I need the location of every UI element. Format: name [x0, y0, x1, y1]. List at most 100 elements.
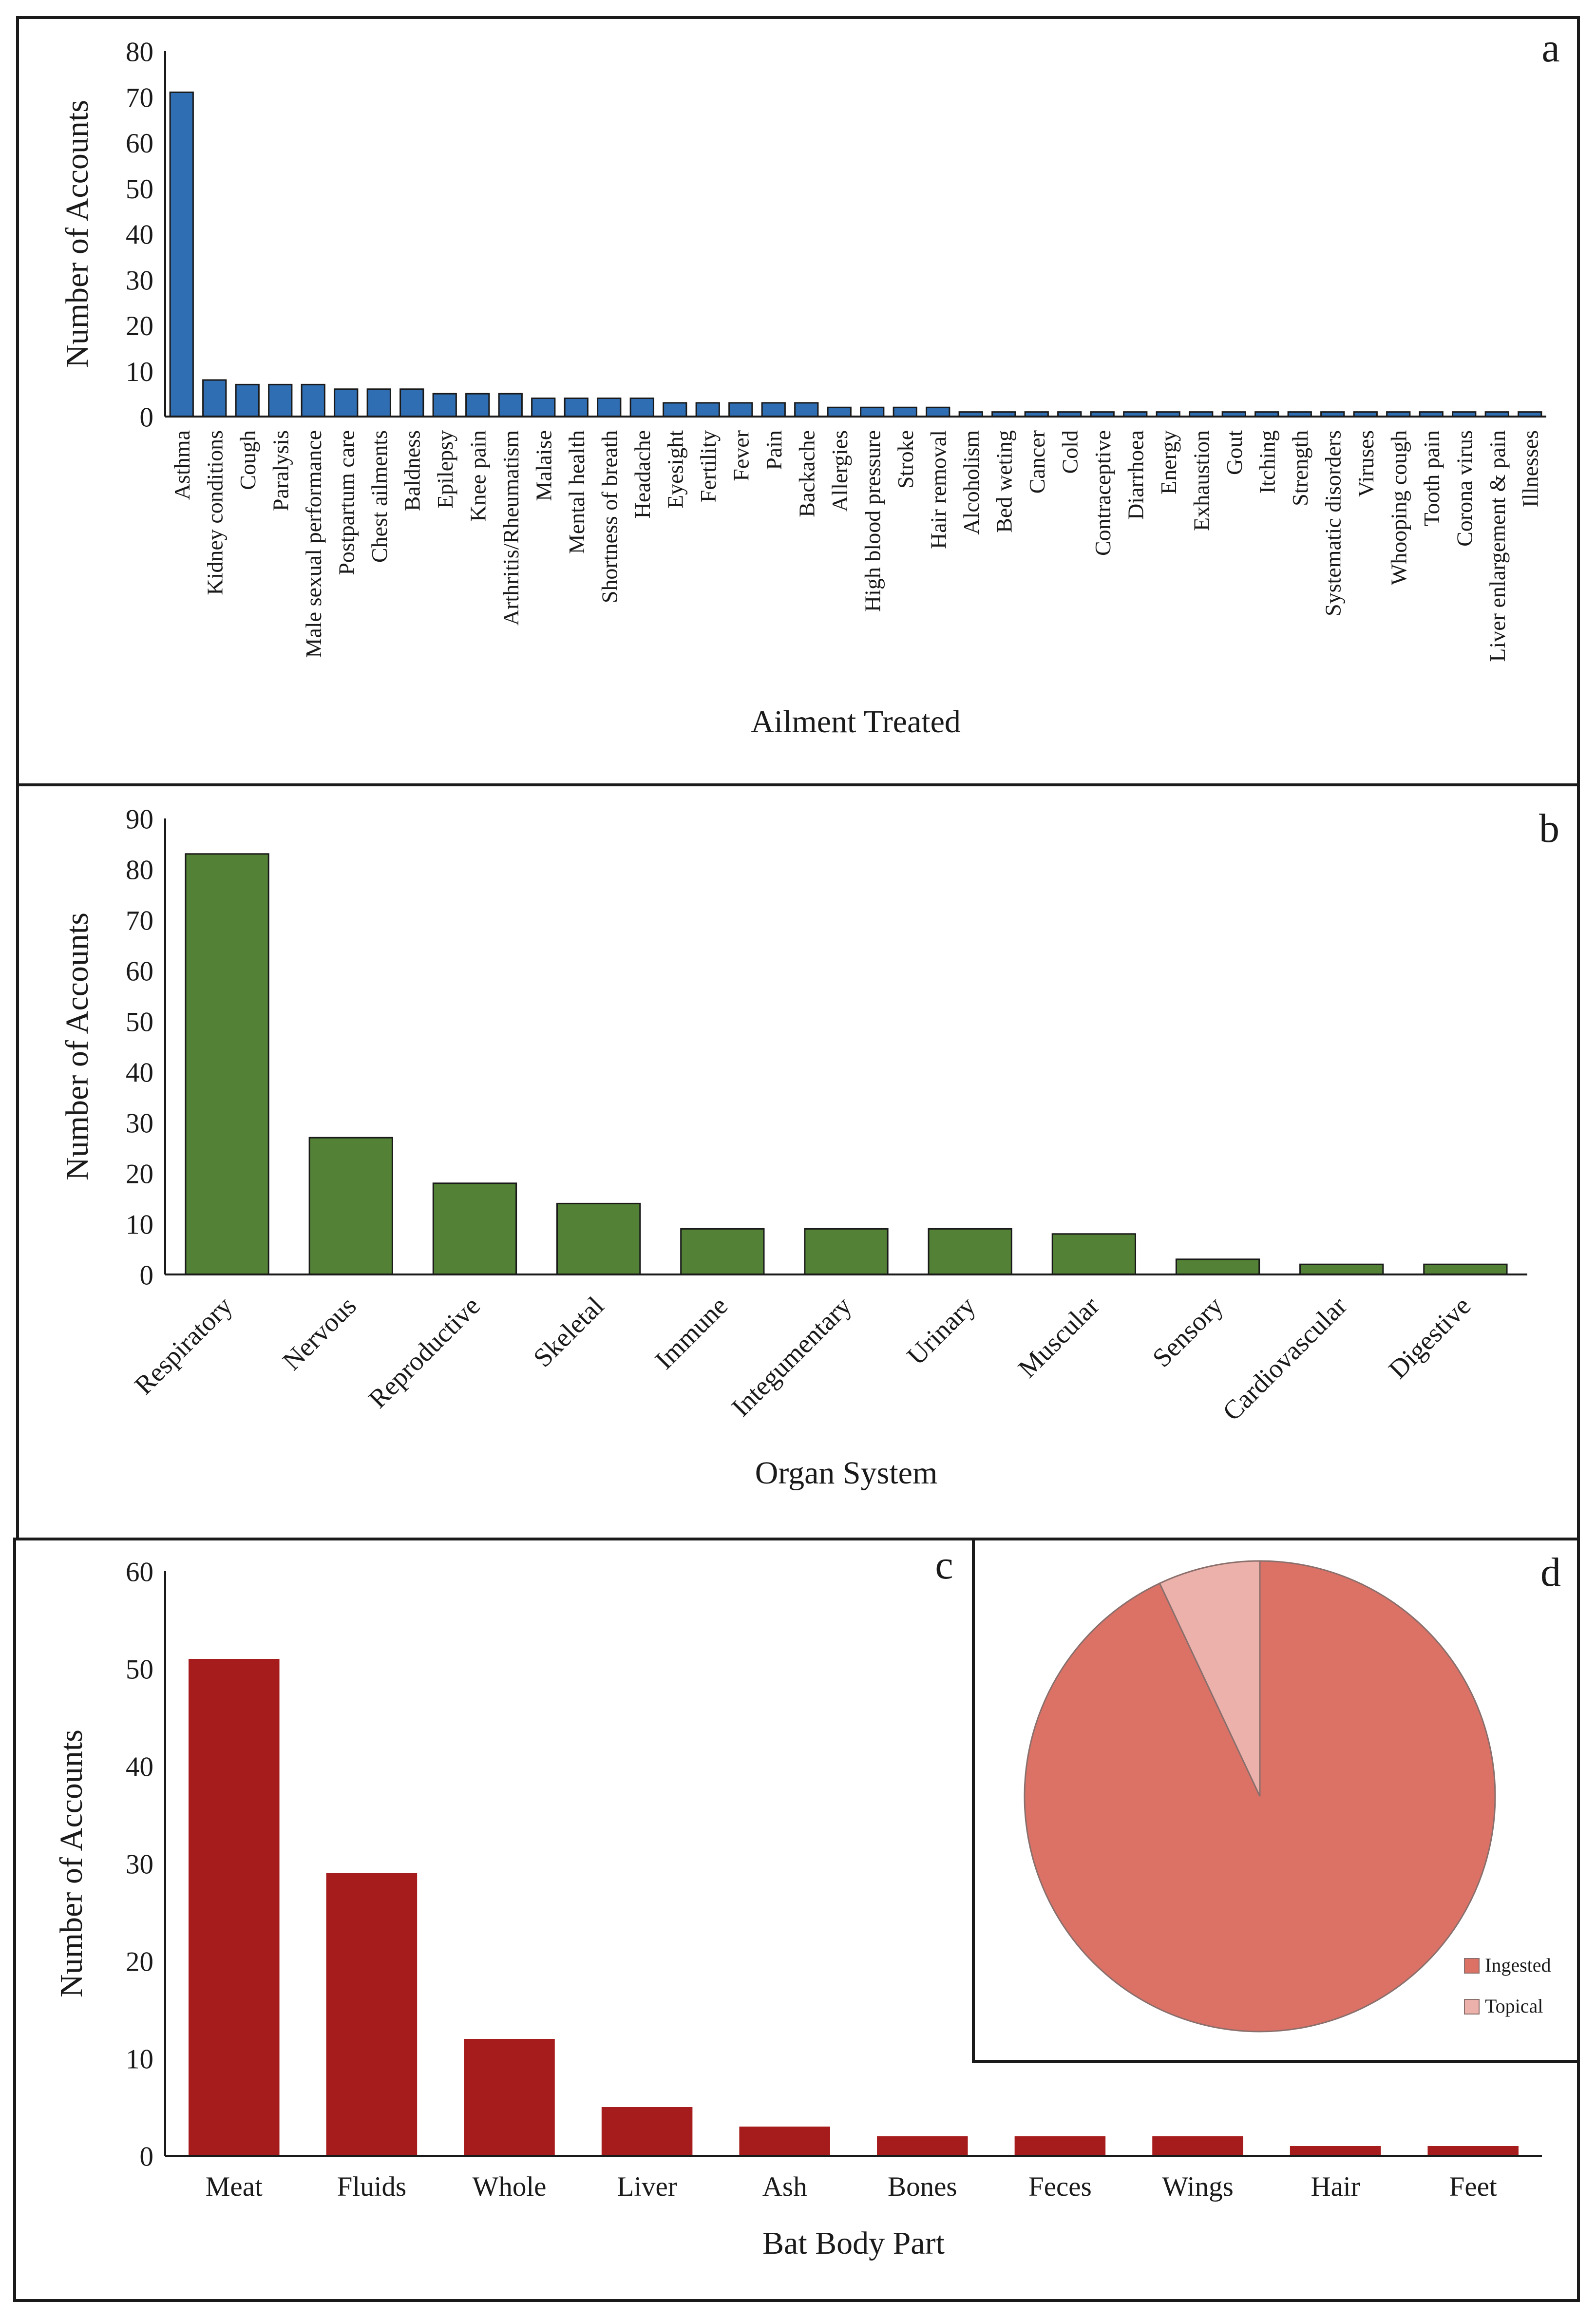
chart-c-ylabel: Number of Accounts — [54, 1730, 89, 1997]
chart-c-category-label: Wings — [1162, 2171, 1234, 2202]
panel-letter-c: c — [935, 1542, 953, 1588]
chart-c-ytick-label: 30 — [126, 1849, 153, 1880]
chart-b-bar-skeletal — [556, 1202, 641, 1275]
chart-c-bar-ash — [739, 2127, 830, 2156]
chart-c-bar-wings — [1152, 2136, 1243, 2156]
chart-a-category-label: Eyesight — [663, 430, 687, 509]
chart-c-bar-bones — [877, 2136, 968, 2156]
chart-c-category-label: Meat — [206, 2171, 263, 2202]
chart-a-ylabel: Number of Accounts — [59, 100, 95, 368]
chart-a-bar-hair-removal — [926, 406, 950, 418]
chart-a-bar-eyesight — [663, 402, 687, 418]
chart-a-category-label: Illnesses — [1518, 430, 1542, 507]
chart-a-bar-male-sexual-performance — [301, 383, 325, 418]
chart-a-category-label: Cough — [235, 430, 260, 490]
chart-a-category-label: Stroke — [893, 430, 918, 489]
chart-d-pie: Ingested Topical — [1024, 1560, 1551, 2033]
chart-a-category-label: Liver enlargement & pain — [1485, 430, 1510, 662]
chart-a-category-label: Mental health — [564, 430, 589, 554]
chart-c-ytick-label: 20 — [126, 1947, 153, 1977]
chart-a-category-label: Hair removal — [926, 430, 950, 549]
panel-letter-b: b — [1539, 806, 1559, 851]
chart-a-category-label: Cold — [1057, 430, 1082, 474]
chart-c-bar-meat — [189, 1659, 280, 2156]
chart-a-category-label: Shortness of breath — [597, 430, 622, 603]
chart-b-ylabel: Number of Accounts — [59, 912, 95, 1180]
chart-a-category-label: Whooping cough — [1386, 430, 1411, 585]
chart-a-category-label: Corona virus — [1452, 430, 1477, 547]
chart-b-bar-integumentary — [804, 1228, 889, 1275]
chart-b-category-label: Urinary — [901, 1291, 981, 1370]
chart-a-category-label: Allergies — [827, 430, 852, 512]
chart-a-bar-stroke — [893, 406, 917, 418]
chart-b-category-label: Digestive — [1383, 1291, 1476, 1384]
chart-a-bar-malaise — [531, 398, 556, 418]
chart-a-category-label: Kidney conditions — [202, 430, 227, 595]
chart-a-bar-paralysis — [268, 383, 293, 418]
chart-c-ytick-label: 0 — [140, 2142, 154, 2172]
chart-c-category-label: Hair — [1311, 2171, 1360, 2202]
chart-c-bat-body-part: 0 10 20 30 40 50 60 Meat Fluids Whole Liver Ash Bone… — [54, 1557, 1542, 2261]
chart-c-category-label: Feces — [1028, 2171, 1092, 2202]
chart-a-category-label: Male sexual performance — [301, 430, 326, 658]
pie-slice-topical — [1159, 1560, 1261, 1797]
chart-b-category-label: Muscular — [1012, 1291, 1105, 1383]
legend-swatch-topical — [1464, 1999, 1480, 2015]
chart-c-bar-liver — [601, 2107, 693, 2156]
chart-a-category-label: Contraceptive — [1090, 430, 1115, 556]
chart-a-bar-mental-health — [564, 398, 589, 418]
chart-a-category-label: Diarrhoea — [1123, 430, 1148, 520]
chart-c-category-label: Liver — [617, 2171, 677, 2202]
chart-b-category-label: Integumentary — [726, 1291, 857, 1422]
legend-label-topical: Topical — [1485, 1995, 1543, 2017]
chart-a-ytick-label: 60 — [126, 128, 153, 159]
chart-b-ytick-label: 30 — [126, 1108, 153, 1139]
chart-c-category-label: Whole — [473, 2171, 547, 2202]
chart-c-ytick-label: 40 — [126, 1752, 153, 1783]
chart-a-category-label: Fever — [728, 430, 753, 481]
chart-b-bar-urinary — [928, 1228, 1012, 1275]
chart-a-category-label: High blood pressure — [860, 430, 885, 612]
chart-b-ytick-label: 90 — [126, 804, 153, 835]
chart-a-category-label: Chest ailments — [367, 430, 392, 563]
chart-a-bar-high-blood-pressure — [860, 406, 885, 418]
chart-b-ytick-label: 20 — [126, 1159, 153, 1190]
chart-a-category-label: Malaise — [531, 430, 556, 501]
chart-a-category-label: Arthritis/Rheumatism — [498, 430, 523, 626]
chart-a-category-label: Alcoholism — [959, 430, 984, 535]
chart-b-bar-respiratory — [185, 853, 269, 1275]
chart-c-bar-fluids — [326, 1873, 418, 2156]
chart-a-category-label: Backache — [794, 430, 819, 517]
chart-a-category-label: Exhaustion — [1189, 430, 1214, 531]
chart-a-bar-headache — [629, 398, 654, 418]
chart-b-category-label: Sensory — [1147, 1291, 1229, 1373]
chart-a-ytick-label: 50 — [126, 174, 153, 205]
chart-a-category-label: Baldness — [399, 430, 424, 511]
chart-c-bar-feet — [1427, 2146, 1519, 2156]
chart-b-ytick-label: 0 — [140, 1260, 154, 1291]
chart-a-category-label: Headache — [630, 430, 655, 518]
chart-b-ytick-label: 40 — [126, 1058, 153, 1088]
chart-a-category-label: Viruses — [1353, 430, 1378, 497]
chart-a-bar-postpartum-care — [334, 388, 359, 418]
chart-b-category-label: Cardiovascular — [1217, 1291, 1353, 1426]
chart-c-bar-hair — [1290, 2146, 1381, 2156]
chart-b-category-label: Skeletal — [528, 1291, 609, 1372]
chart-c-category-label: Fluids — [337, 2171, 407, 2202]
chart-b-category-label: Reproductive — [362, 1291, 486, 1414]
chart-b-category-label: Immune — [649, 1291, 734, 1375]
chart-b-ytick-label: 50 — [126, 1007, 153, 1038]
chart-b-xlabel: Organ System — [755, 1455, 938, 1491]
chart-a-category-label: Itching — [1254, 430, 1279, 494]
chart-a-bar-asthma — [169, 91, 194, 418]
chart-a-category-label: Systematic disorders — [1320, 430, 1345, 616]
chart-c-xlabel: Bat Body Part — [762, 2225, 945, 2261]
chart-c-ytick-label: 60 — [126, 1557, 153, 1588]
chart-b-bar-cardiovascular — [1299, 1263, 1384, 1275]
chart-b-bar-muscular — [1051, 1233, 1137, 1275]
chart-a-category-label: Postpartum care — [334, 430, 359, 575]
chart-a-category-label: Gout — [1222, 430, 1247, 475]
legend-swatch-ingested — [1464, 1958, 1480, 1974]
chart-b-category-label: Nervous — [277, 1291, 362, 1376]
chart-c-ytick-label: 50 — [126, 1654, 153, 1685]
